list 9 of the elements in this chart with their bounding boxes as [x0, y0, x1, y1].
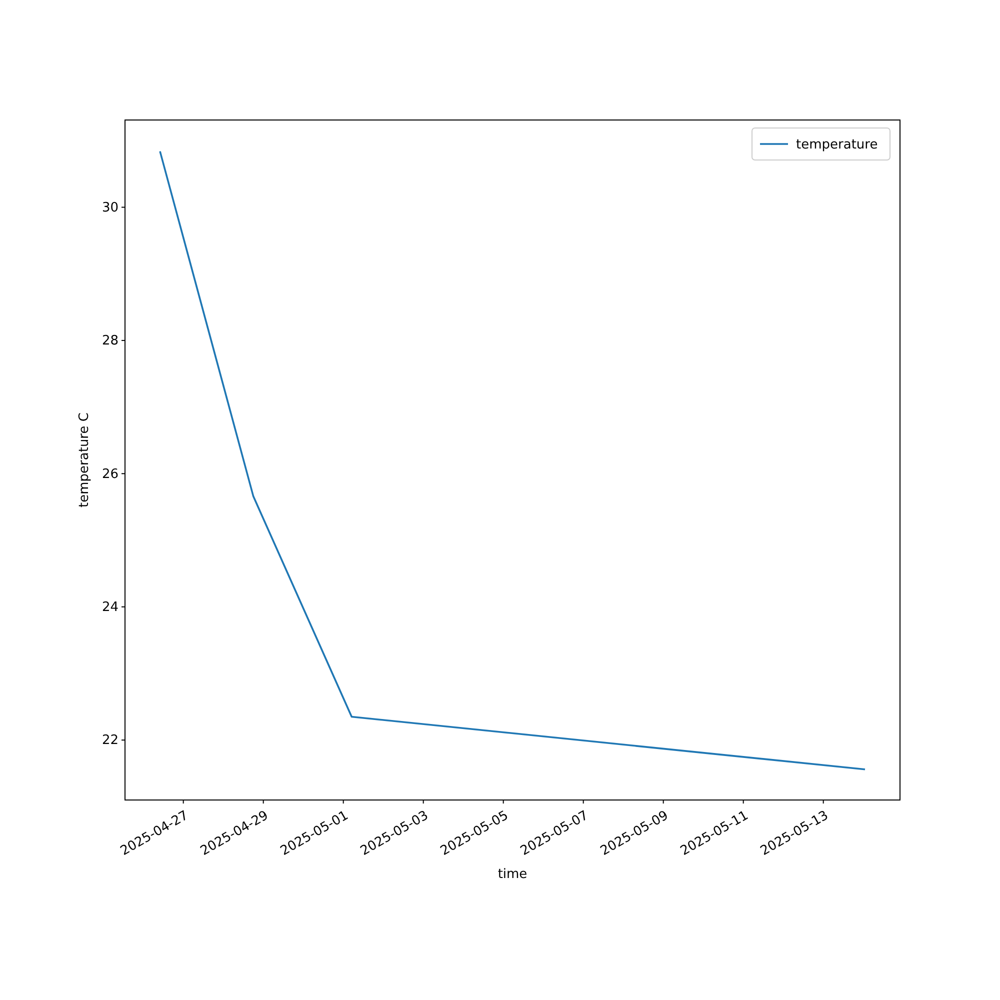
y-tick-label: 24: [102, 600, 118, 616]
y-axis-title: temperature C: [77, 412, 92, 508]
x-axis-title: time: [498, 867, 528, 882]
y-tick-label: 28: [102, 334, 118, 349]
line-series: [159, 150, 866, 770]
y-tick-label: 30: [102, 200, 118, 216]
legend-label: temperature: [796, 138, 878, 152]
y-tick-label: 26: [102, 466, 118, 482]
y-tick-label: 22: [102, 733, 118, 748]
